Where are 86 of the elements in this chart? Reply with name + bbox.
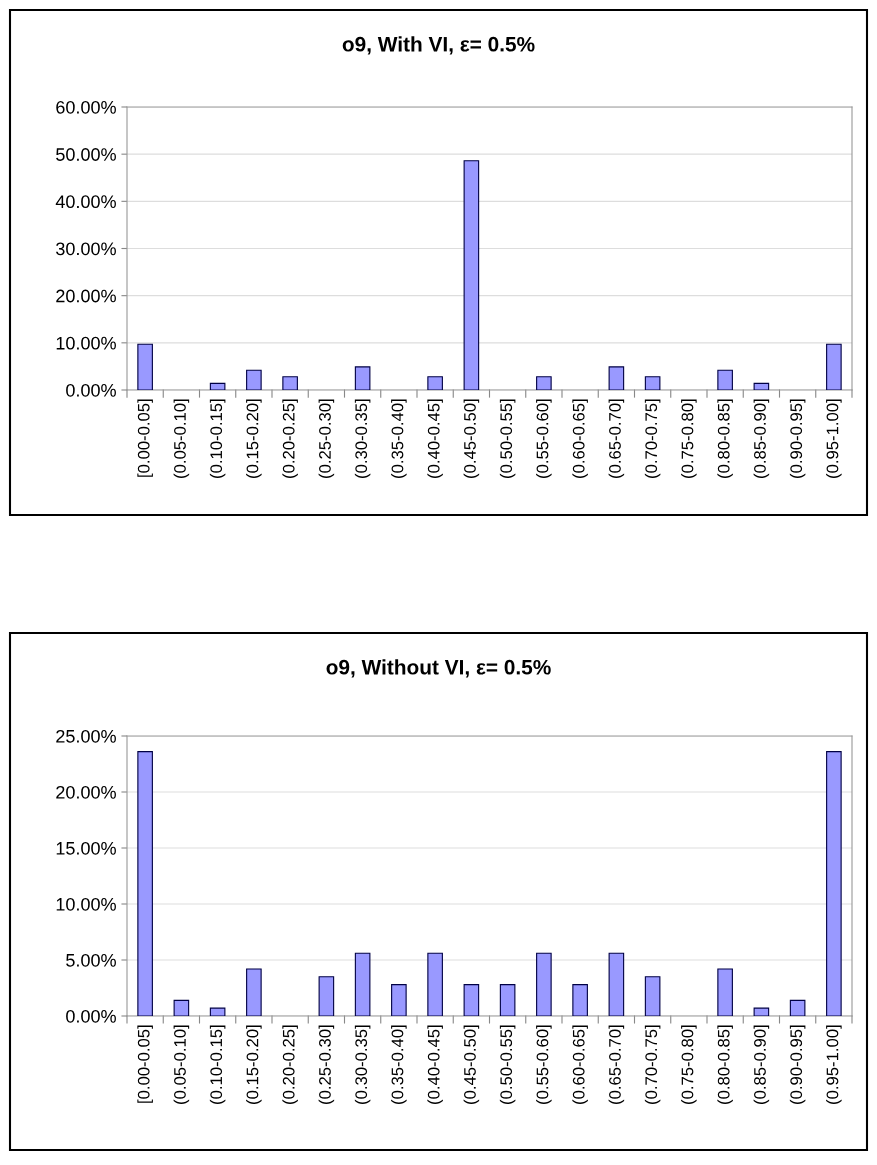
x-tick-label: (0.75-0.80] <box>681 1025 697 1104</box>
x-tick-label: (0.25-0.30] <box>318 1025 335 1104</box>
y-tick-label: 25.00% <box>56 729 116 743</box>
y-tick-label: 10.00% <box>56 897 116 911</box>
bar <box>644 976 661 1016</box>
y-tick-label: 20.00% <box>56 289 116 303</box>
bar <box>499 984 516 1016</box>
x-tick-label: (0.50-0.55] <box>499 399 516 478</box>
x-tick-label: (0.50-0.55] <box>499 1025 516 1104</box>
x-tick-label: (0.15-0.20] <box>246 1025 262 1104</box>
x-tick-label: (0.55-0.60] <box>536 1025 552 1104</box>
y-tick-label: 30.00% <box>56 242 116 256</box>
x-tick-label: (0.95-1.00] <box>826 1025 842 1104</box>
chart-title: o9, Without VI, ε= 0.5% <box>326 659 551 678</box>
x-tick-label: (0.70-0.75] <box>644 1025 661 1104</box>
x-tick-label: (0.80-0.85] <box>717 399 733 478</box>
bar <box>246 369 262 390</box>
x-tick-label: (0.55-0.60] <box>536 399 552 478</box>
bar <box>209 382 226 390</box>
x-tick-label: (0.90-0.95] <box>789 399 806 478</box>
x-tick-label: (0.75-0.80] <box>681 399 697 478</box>
x-tick-label: (0.05-0.10] <box>173 1025 190 1104</box>
x-tick-label: (0.45-0.50] <box>463 399 480 478</box>
bar <box>572 984 588 1016</box>
bar <box>209 1007 226 1016</box>
x-tick-label: (0.65-0.70] <box>608 1025 625 1104</box>
x-tick-label: (0.35-0.40] <box>391 1025 407 1104</box>
x-tick-label: (0.05-0.10] <box>173 399 190 478</box>
x-tick-label: (0.85-0.90] <box>753 1025 770 1104</box>
bar <box>427 952 443 1016</box>
bar <box>137 751 153 1016</box>
bar <box>717 369 733 390</box>
bar <box>354 952 371 1016</box>
bar <box>427 376 443 390</box>
x-tick-label: (0.10-0.15] <box>209 1025 226 1104</box>
x-tick-label: (0.40-0.45] <box>427 399 443 478</box>
x-tick-label: (0.65-0.70] <box>608 399 625 478</box>
bar <box>826 751 842 1016</box>
bar <box>463 160 480 390</box>
x-tick-label: (0.60-0.65] <box>572 1025 588 1104</box>
x-tick-label: (0.60-0.65] <box>572 399 588 478</box>
x-tick-label: (0.30-0.35] <box>354 1025 371 1104</box>
bar <box>536 952 552 1016</box>
bar <box>137 343 153 390</box>
bar <box>753 382 770 390</box>
bar <box>644 376 661 390</box>
bar <box>173 999 190 1016</box>
x-tick-label: (0.30-0.35] <box>354 399 371 478</box>
bar <box>354 366 371 390</box>
bar <box>536 376 552 390</box>
y-tick-label: 10.00% <box>56 336 116 350</box>
y-tick-label: 5.00% <box>66 953 116 967</box>
bar <box>318 976 335 1016</box>
bar <box>826 343 842 390</box>
x-tick-label: (0.80-0.85] <box>717 1025 733 1104</box>
x-tick-label: (0.35-0.40] <box>391 399 407 478</box>
x-tick-label: (0.20-0.25] <box>282 399 298 478</box>
chart-title: o9, With VI, ε= 0.5% <box>342 36 535 55</box>
y-tick-label: 50.00% <box>56 148 116 161</box>
y-tick-label: 20.00% <box>56 785 116 799</box>
x-tick-label: (0.95-1.00] <box>826 399 842 478</box>
x-tick-label: [0.00-0.05] <box>137 399 153 477</box>
x-tick-label: (0.15-0.20] <box>246 399 262 478</box>
bar <box>753 1007 770 1016</box>
x-tick-label: (0.90-0.95] <box>789 1025 806 1104</box>
y-tick-label: 0.00% <box>66 383 116 397</box>
bar <box>608 952 625 1016</box>
bar <box>717 968 733 1016</box>
y-tick-label: 15.00% <box>56 841 116 855</box>
y-tick-label: 40.00% <box>55 195 116 209</box>
bar <box>282 376 298 390</box>
y-tick-label: 60.00% <box>56 100 116 114</box>
bar <box>789 999 806 1016</box>
x-tick-label: (0.25-0.30] <box>318 399 335 478</box>
x-tick-label: (0.20-0.25] <box>282 1025 298 1104</box>
x-tick-label: (0.85-0.90] <box>753 399 770 478</box>
bar <box>246 968 262 1016</box>
x-tick-label: (0.45-0.50] <box>463 1025 480 1104</box>
bar <box>391 984 407 1016</box>
x-tick-label: (0.40-0.45] <box>427 1025 443 1104</box>
x-tick-label: (0.70-0.75] <box>644 399 661 478</box>
bar <box>608 366 625 390</box>
bar <box>463 984 480 1016</box>
x-tick-label: [0.00-0.05] <box>137 1025 153 1103</box>
x-tick-label: (0.10-0.15] <box>209 399 226 478</box>
y-tick-label: 0.00% <box>66 1009 116 1023</box>
